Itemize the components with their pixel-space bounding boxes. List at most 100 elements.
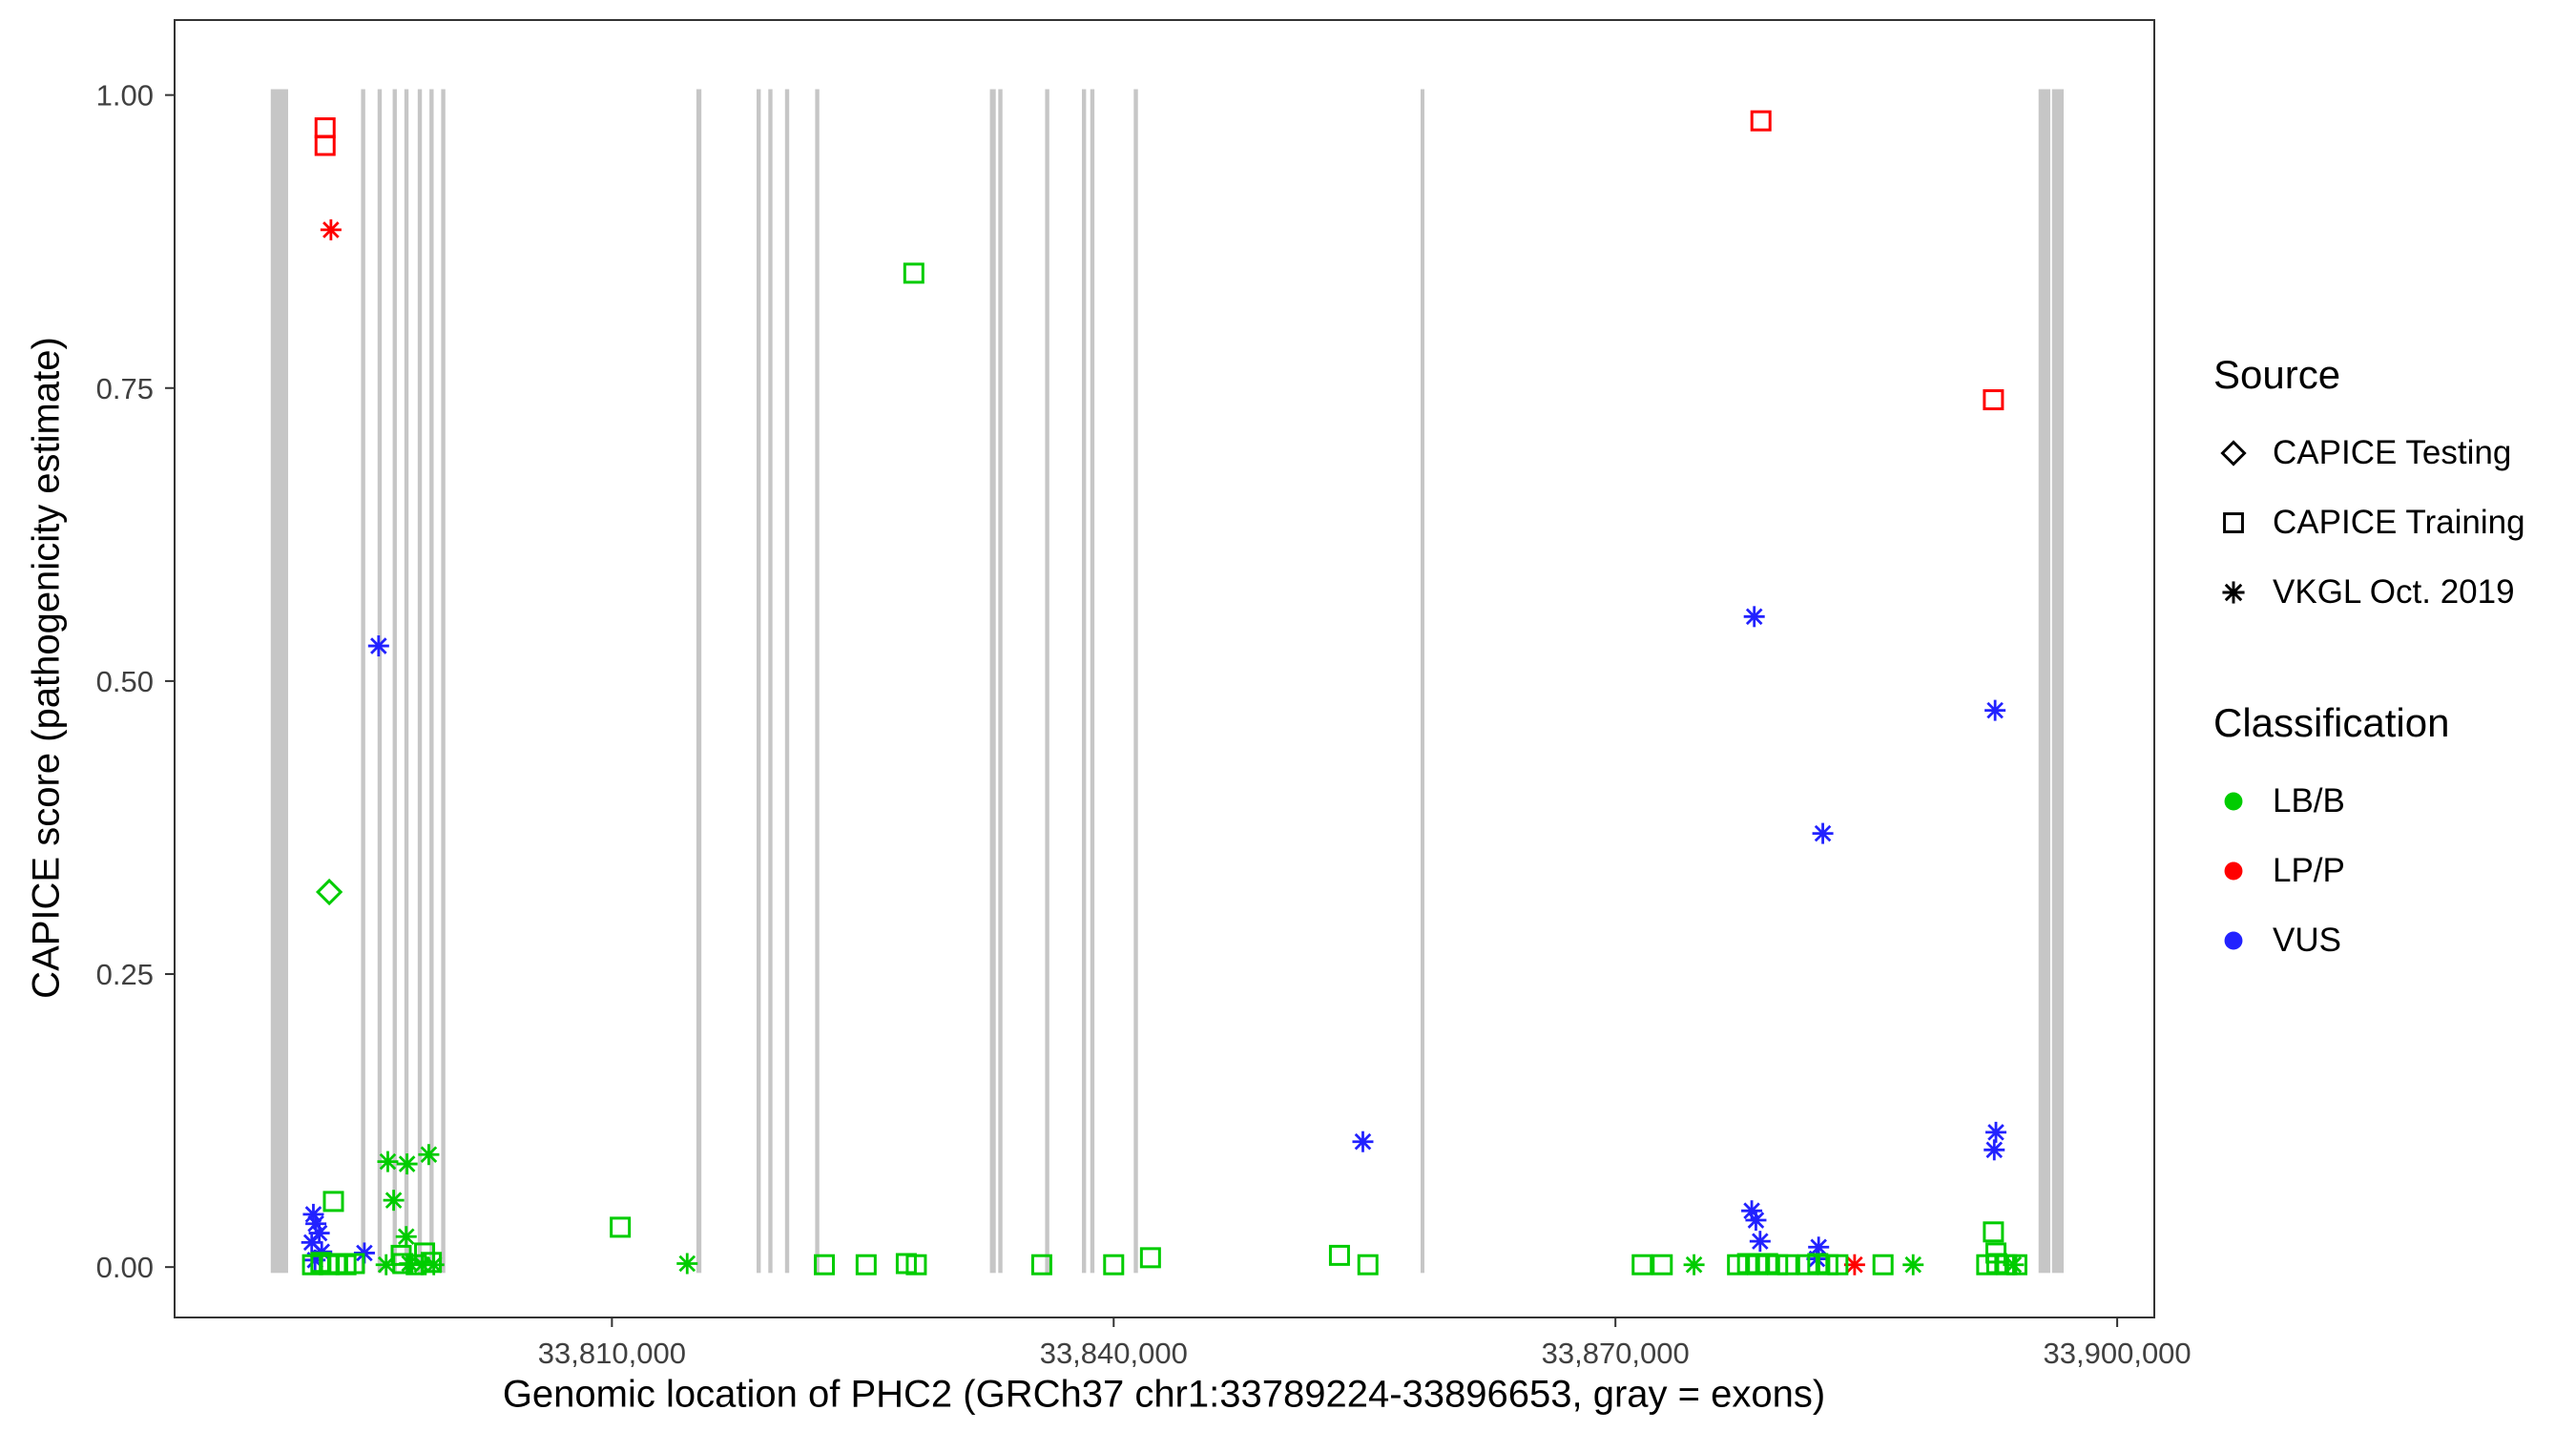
y-tick-label: 0.25 bbox=[96, 958, 154, 991]
exon-bar bbox=[404, 89, 409, 1274]
legend-item-vus: VUS bbox=[2213, 906, 2576, 976]
legend: Source CAPICE Testing CAPICE Training bbox=[2213, 351, 2576, 976]
y-tick-label: 0.50 bbox=[96, 665, 154, 698]
exon-bar bbox=[784, 89, 790, 1274]
data-point-asterisk bbox=[377, 1151, 399, 1172]
data-point-square bbox=[1872, 1254, 1894, 1275]
exon-bar bbox=[1045, 89, 1049, 1274]
data-point-square bbox=[1631, 1254, 1653, 1275]
data-point-square bbox=[343, 1253, 365, 1275]
legend-item-lbb: LB/B bbox=[2213, 767, 2576, 837]
exon-bar bbox=[361, 89, 365, 1274]
data-point-square bbox=[314, 117, 336, 139]
data-point-square bbox=[1776, 1254, 1798, 1275]
data-point-square bbox=[421, 1252, 443, 1274]
exon-bar bbox=[1133, 89, 1138, 1274]
legend-classification-title: Classification bbox=[2213, 700, 2450, 746]
asterisk-icon bbox=[2222, 581, 2245, 604]
data-point-diamond bbox=[315, 878, 343, 906]
exon-bar bbox=[1081, 89, 1087, 1274]
exon-bar bbox=[270, 89, 288, 1274]
data-point-square bbox=[814, 1254, 836, 1275]
exon-bar bbox=[2038, 89, 2050, 1274]
data-point-square bbox=[1030, 1254, 1052, 1275]
exon-bar bbox=[768, 89, 773, 1274]
data-point-asterisk bbox=[395, 1226, 417, 1248]
legend-item-lpp: LP/P bbox=[2213, 837, 2576, 906]
exon-bar bbox=[998, 89, 1003, 1274]
data-point-square bbox=[1139, 1247, 1161, 1269]
data-point-square bbox=[1103, 1254, 1125, 1275]
legend-item-capice-training: CAPICE Training bbox=[2213, 487, 2576, 557]
data-point-asterisk bbox=[1984, 1139, 2005, 1161]
data-point-square bbox=[905, 1254, 927, 1275]
x-tick-label: 33,900,000 bbox=[2044, 1337, 2192, 1370]
exon-bar bbox=[377, 89, 383, 1274]
y-tick-label: 1.00 bbox=[96, 79, 154, 113]
data-point-asterisk bbox=[1985, 1121, 2007, 1143]
data-point-asterisk bbox=[1749, 1231, 1771, 1253]
data-point-asterisk bbox=[353, 1242, 375, 1264]
x-tick-label: 33,810,000 bbox=[538, 1337, 686, 1370]
legend-item-capice-testing: CAPICE Testing bbox=[2213, 418, 2576, 487]
data-point-square bbox=[314, 135, 336, 156]
legend-item-label: VKGL Oct. 2019 bbox=[2273, 572, 2515, 611]
data-point-asterisk bbox=[418, 1144, 440, 1166]
data-point-asterisk bbox=[1352, 1130, 1374, 1152]
legend-item-label: VUS bbox=[2273, 922, 2341, 960]
legend-item-label: LB/B bbox=[2273, 782, 2345, 820]
data-point-asterisk bbox=[383, 1190, 405, 1212]
legend-item-label: CAPICE Training bbox=[2273, 503, 2525, 541]
data-point-square bbox=[1750, 110, 1772, 132]
data-point-square bbox=[855, 1254, 877, 1275]
legend-item-label: LP/P bbox=[2273, 852, 2345, 890]
data-point-asterisk bbox=[396, 1153, 418, 1175]
exon-bar bbox=[989, 89, 996, 1274]
data-point-asterisk bbox=[367, 635, 389, 657]
data-point-asterisk bbox=[1743, 606, 1765, 628]
x-axis-title: Genomic location of PHC2 (GRCh37 chr1:33… bbox=[502, 1373, 1826, 1416]
exon-bar bbox=[1420, 89, 1424, 1274]
exon-bar bbox=[757, 89, 761, 1274]
data-point-square bbox=[1652, 1254, 1673, 1275]
legend-item-vkgl: VKGL Oct. 2019 bbox=[2213, 557, 2576, 627]
exon-bar bbox=[441, 89, 446, 1274]
diamond-icon bbox=[2220, 440, 2247, 467]
data-point-square bbox=[1827, 1254, 1849, 1275]
panel-border bbox=[174, 19, 2155, 1318]
data-point-square bbox=[903, 262, 924, 284]
data-point-asterisk bbox=[1812, 822, 1834, 844]
exon-bar bbox=[1090, 89, 1095, 1274]
exon-bar bbox=[696, 89, 702, 1274]
data-point-asterisk bbox=[1683, 1254, 1705, 1275]
data-point-asterisk bbox=[676, 1253, 698, 1275]
y-tick-label: 0.00 bbox=[96, 1251, 154, 1284]
y-axis-title: CAPICE score (pathogenicity estimate) bbox=[25, 337, 68, 999]
legend-source-title: Source bbox=[2213, 352, 2341, 397]
data-point-square bbox=[322, 1191, 344, 1213]
y-tick-label: 0.75 bbox=[96, 372, 154, 405]
data-point-square bbox=[405, 1254, 427, 1275]
data-point-square bbox=[1983, 389, 2005, 411]
x-tick-label: 33,870,000 bbox=[1542, 1337, 1690, 1370]
data-point-square bbox=[2005, 1254, 2027, 1275]
data-point-square bbox=[610, 1216, 632, 1238]
x-tick-label: 33,840,000 bbox=[1040, 1337, 1188, 1370]
exon-bar bbox=[392, 89, 397, 1274]
data-point-square bbox=[1357, 1254, 1379, 1275]
exon-bar bbox=[815, 89, 820, 1274]
data-point-asterisk bbox=[305, 1213, 327, 1234]
data-point-square bbox=[1983, 1221, 2005, 1243]
data-point-square bbox=[392, 1253, 414, 1275]
data-point-asterisk bbox=[1902, 1254, 1924, 1275]
green-dot-icon bbox=[2224, 792, 2243, 811]
data-point-asterisk bbox=[1984, 699, 2006, 721]
data-point-square bbox=[1328, 1244, 1350, 1266]
exon-bar bbox=[417, 89, 423, 1274]
exon-bar bbox=[2051, 89, 2065, 1274]
red-dot-icon bbox=[2224, 861, 2243, 881]
exon-bar bbox=[429, 89, 434, 1274]
legend-item-label: CAPICE Testing bbox=[2273, 433, 2512, 471]
